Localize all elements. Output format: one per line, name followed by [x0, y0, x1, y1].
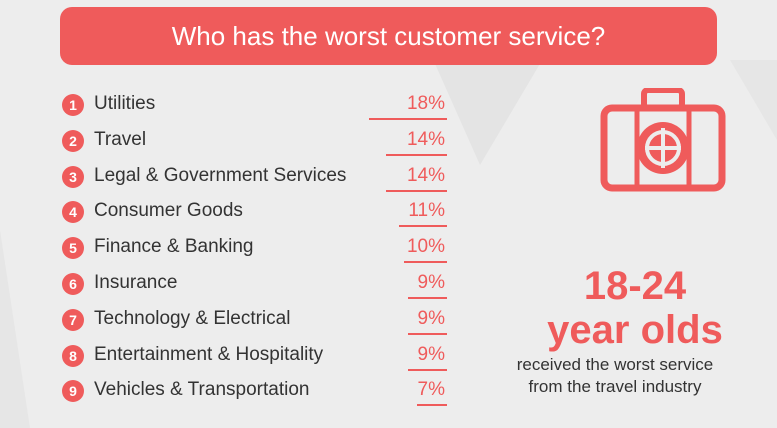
- rank-badge: 3: [62, 165, 84, 188]
- title-banner: Who has the worst customer service?: [60, 7, 717, 65]
- value-bar: [369, 118, 447, 120]
- stat-age-label: year olds: [547, 308, 723, 352]
- list-item: 6 Insurance 9%: [62, 269, 447, 299]
- list-item: 9 Vehicles & Transportation 7%: [62, 376, 447, 407]
- suitcase-globe-icon: [600, 87, 726, 192]
- value-bar: [408, 297, 447, 299]
- percent-value: 14%: [406, 128, 445, 150]
- list-item: 2 Travel 14%: [62, 126, 447, 156]
- percent-value: 7%: [417, 379, 445, 401]
- category-label: Entertainment & Hospitality: [94, 343, 324, 365]
- rank-badge: 8: [62, 344, 84, 367]
- rank-badge: 2: [62, 129, 84, 152]
- percent-value: 9%: [417, 307, 445, 329]
- percent-value: 10%: [406, 236, 445, 258]
- stat-caption-line2: from the travel industry: [528, 377, 702, 396]
- rank-badge: 1: [62, 94, 84, 116]
- category-label: Legal & Government Services: [94, 164, 347, 186]
- percent-value: 9%: [417, 272, 445, 293]
- value-bar: [386, 153, 447, 156]
- value-bar: [386, 189, 447, 192]
- value-bar: [408, 368, 447, 371]
- category-label: Insurance: [94, 272, 178, 293]
- category-label: Technology & Electrical: [94, 307, 291, 329]
- value-bar: [417, 404, 447, 407]
- list-item: 5 Finance & Banking 10%: [62, 233, 447, 264]
- rank-badge: 6: [62, 273, 84, 295]
- stat-caption-line1: received the worst service: [516, 355, 714, 374]
- category-label: Utilities: [94, 93, 156, 114]
- category-label: Finance & Banking: [94, 236, 254, 258]
- value-bar: [404, 261, 447, 264]
- percent-value: 18%: [406, 93, 445, 114]
- percent-value: 11%: [408, 200, 445, 222]
- list-item: 1 Utilities 18%: [62, 90, 447, 120]
- rank-badge: 5: [62, 237, 84, 260]
- percent-value: 9%: [417, 343, 445, 365]
- list-item: 4 Consumer Goods 11%: [62, 197, 447, 228]
- rank-badge: 7: [62, 308, 84, 331]
- list-item: 8 Entertainment & Hospitality 9%: [62, 341, 447, 371]
- value-bar: [399, 225, 447, 228]
- chart-title: Who has the worst customer service?: [171, 20, 606, 51]
- rank-badge: 4: [62, 201, 84, 224]
- category-label: Travel: [94, 128, 147, 150]
- list-item: 7 Technology & Electrical 9%: [62, 305, 447, 335]
- list-item: 3 Legal & Government Services 14%: [62, 162, 447, 192]
- stat-age-range: 18-24: [583, 264, 687, 308]
- value-bar: [408, 332, 447, 335]
- category-label: Consumer Goods: [94, 200, 243, 222]
- percent-value: 14%: [406, 164, 445, 186]
- category-label: Vehicles & Transportation: [94, 379, 310, 401]
- rank-badge: 9: [62, 380, 84, 403]
